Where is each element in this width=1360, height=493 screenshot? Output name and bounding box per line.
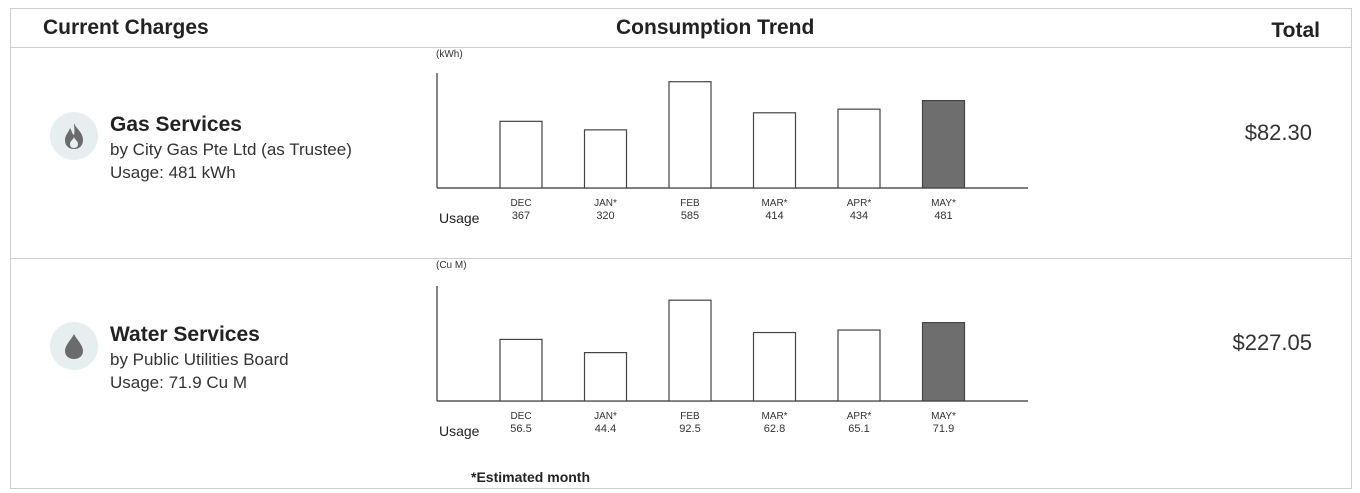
bar-jan xyxy=(583,129,628,189)
bar-jan xyxy=(583,352,628,402)
bar-may xyxy=(921,322,966,402)
bar-dec xyxy=(499,338,543,402)
month-tick-label: APR* xyxy=(847,411,872,422)
gas-usage: Usage: 481 kWh xyxy=(110,163,236,182)
usage-value-label: 481 xyxy=(934,210,952,222)
total-heading: Total xyxy=(1271,19,1320,42)
usage-value-label: 62.8 xyxy=(764,423,785,435)
month-tick-label: DEC xyxy=(510,411,531,422)
bar-apr xyxy=(837,329,881,402)
bar-feb xyxy=(668,299,712,402)
month-tick-label: MAY* xyxy=(931,198,956,209)
water-usage: Usage: 71.9 Cu M xyxy=(110,373,248,392)
table-header: Current Charges Consumption Trend Total xyxy=(10,8,1352,48)
usage-value-label: 71.9 xyxy=(933,423,954,435)
usage-row-label: Usage xyxy=(439,210,480,226)
gas-provider: by City Gas Pte Ltd (as Trustee) xyxy=(110,140,352,159)
y-axis-unit-label: (kWh) xyxy=(436,49,463,60)
month-tick-label: JAN* xyxy=(594,198,617,209)
gas-total: $82.30 xyxy=(1244,120,1312,145)
water-service-name: Water Services xyxy=(110,323,260,346)
month-tick-label: FEB xyxy=(680,411,700,422)
bar-feb xyxy=(668,81,712,189)
month-tick-label: MAY* xyxy=(931,411,956,422)
gas-consumption-chart: (kWh) Usage DEC 367 JAN* 320 FEB 585 MAR* 414 APR*… xyxy=(420,47,1040,237)
month-tick-label: JAN* xyxy=(594,411,617,422)
usage-value-label: 65.1 xyxy=(848,423,869,435)
usage-value-label: 414 xyxy=(765,210,783,222)
row-divider xyxy=(10,258,1352,259)
current-charges-heading: Current Charges xyxy=(43,16,209,39)
bar-apr xyxy=(837,108,881,189)
month-tick-label: APR* xyxy=(847,198,872,209)
usage-value-label: 56.5 xyxy=(510,423,531,435)
usage-value-label: 434 xyxy=(850,210,868,222)
bar-mar xyxy=(752,112,797,189)
charges-panel xyxy=(10,8,1352,489)
usage-row-label: Usage xyxy=(439,423,480,439)
usage-value-label: 92.5 xyxy=(679,423,700,435)
gas-service-name: Gas Services xyxy=(110,113,242,136)
bar-mar xyxy=(752,331,797,402)
water-consumption-chart: (Cu M) Usage DEC 56.5 JAN* 44.4 FEB 92.5 MAR* 62.… xyxy=(420,258,1040,450)
month-tick-label: MAR* xyxy=(761,411,787,422)
consumption-trend-heading: Consumption Trend xyxy=(616,16,815,39)
bar-may xyxy=(921,100,966,189)
estimated-month-footnote: *Estimated month xyxy=(471,469,591,485)
usage-value-label: 585 xyxy=(681,210,699,222)
usage-value-label: 320 xyxy=(596,210,614,222)
water-total: $227.05 xyxy=(1232,330,1312,355)
y-axis-unit-label: (Cu M) xyxy=(436,260,467,271)
flame-icon xyxy=(50,112,98,160)
water-provider: by Public Utilities Board xyxy=(110,350,289,369)
month-tick-label: FEB xyxy=(680,198,700,209)
month-tick-label: DEC xyxy=(510,198,531,209)
usage-value-label: 367 xyxy=(512,210,530,222)
month-tick-label: MAR* xyxy=(761,198,787,209)
usage-value-label: 44.4 xyxy=(595,423,616,435)
bar-dec xyxy=(499,120,543,189)
water-drop-icon xyxy=(50,322,98,370)
